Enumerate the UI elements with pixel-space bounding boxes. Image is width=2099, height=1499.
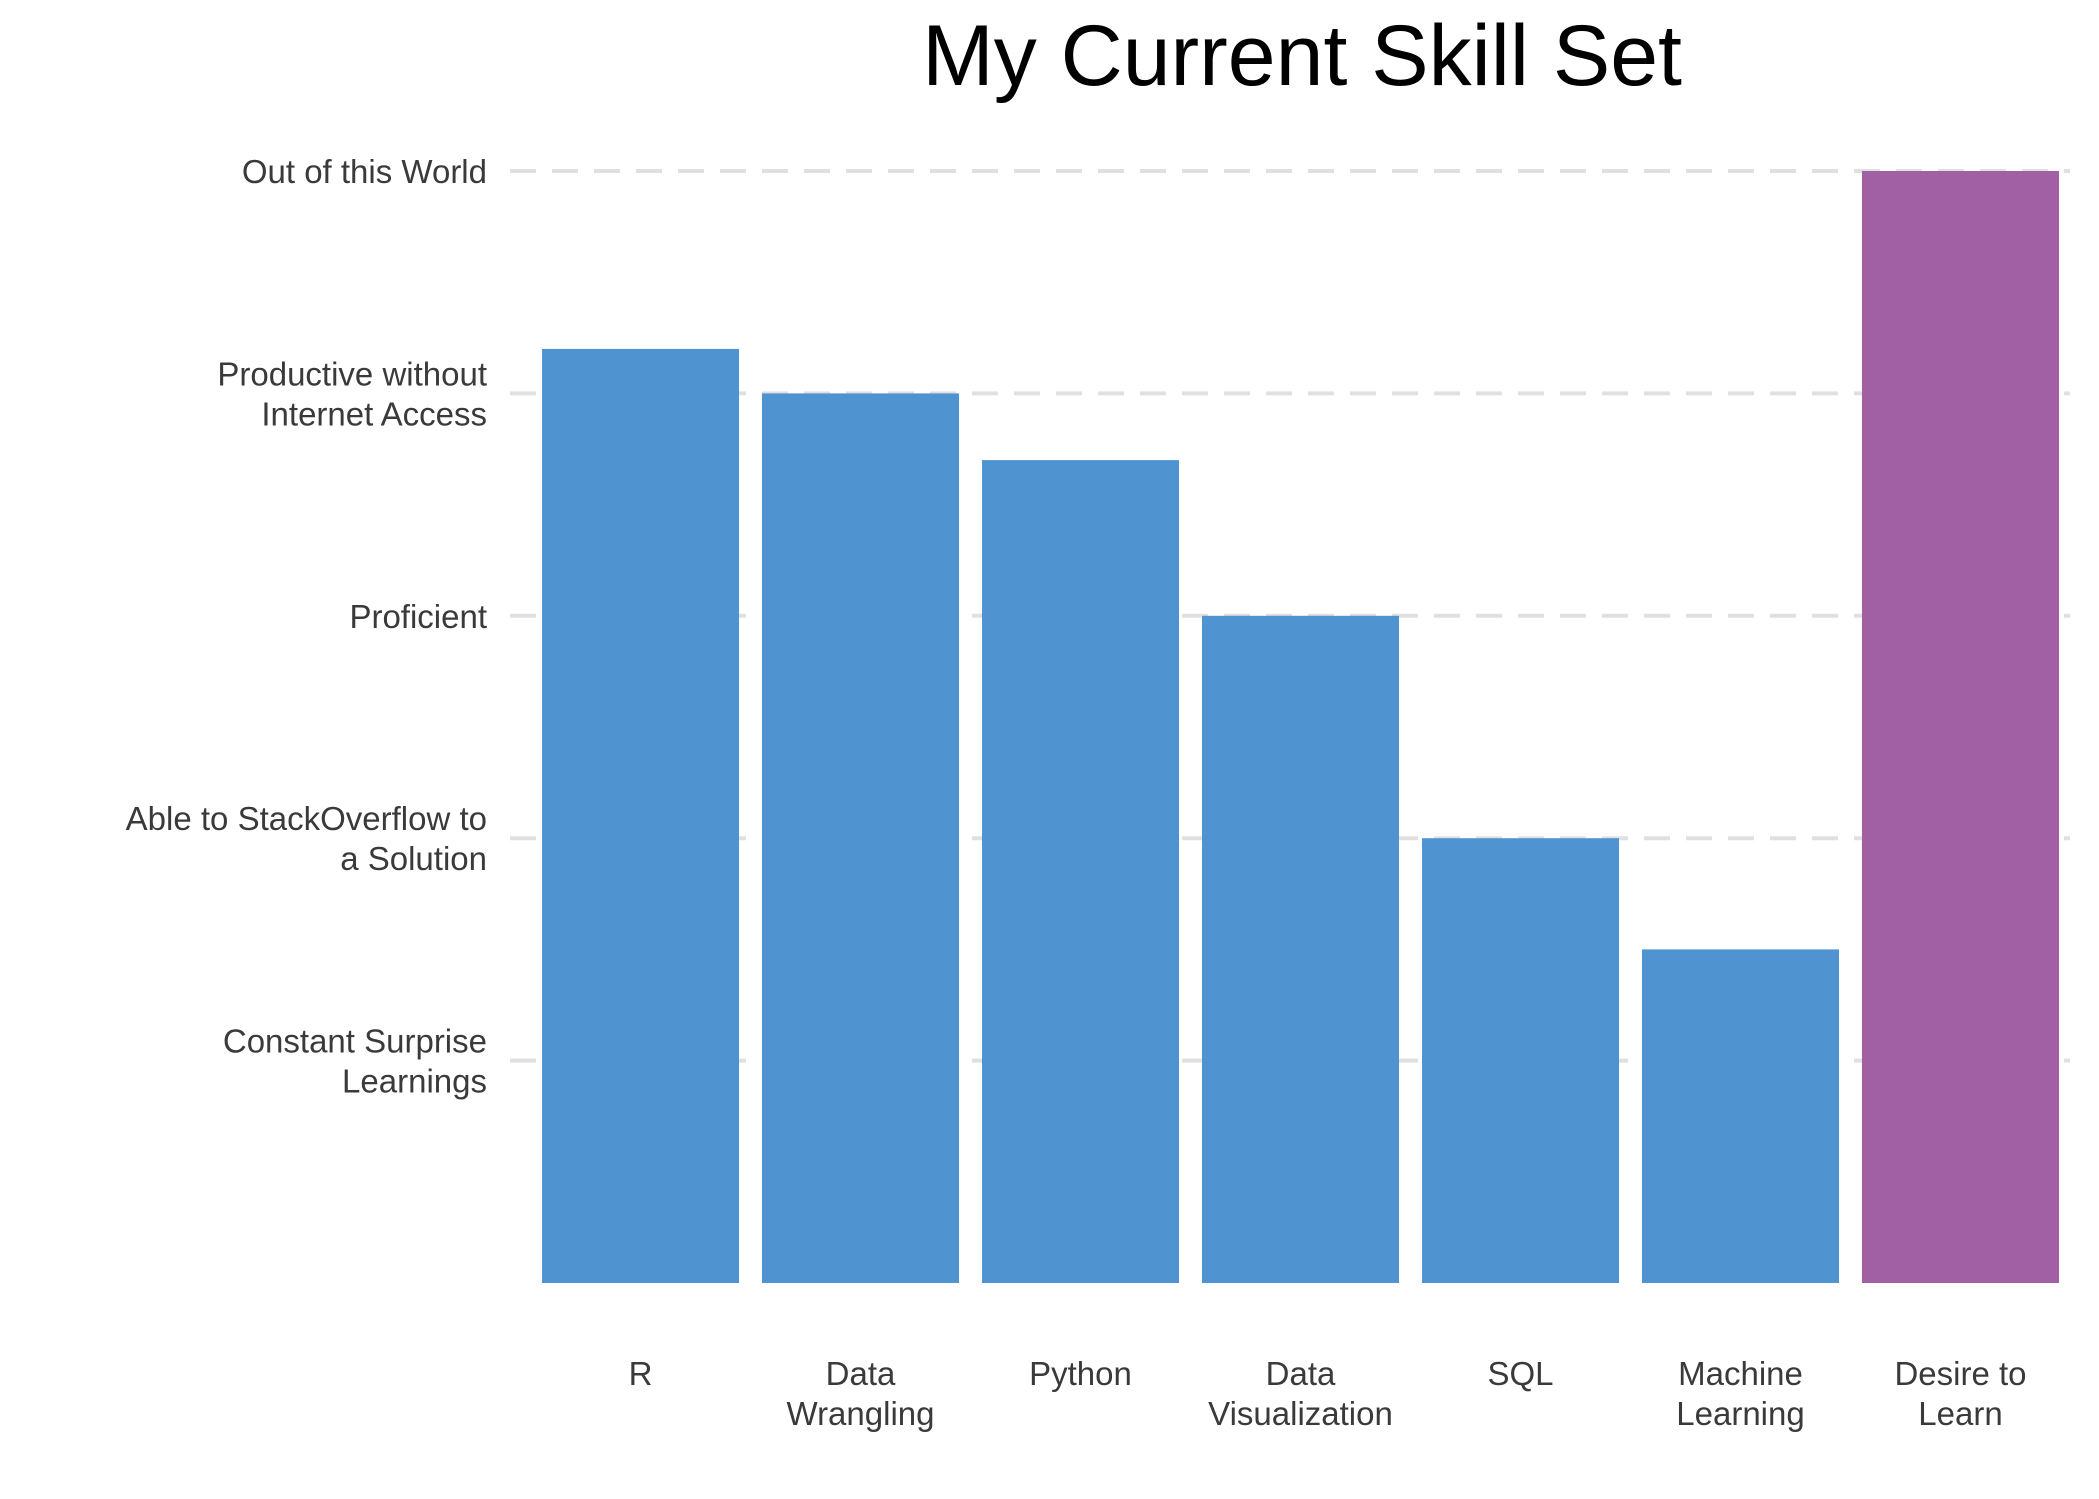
bar-r (542, 348, 739, 1283)
x-tick-label: Data Wrangling (787, 1355, 935, 1432)
bar-desire-to-learn (1862, 171, 2059, 1283)
x-tick-label: Desire to Learn (1894, 1355, 2026, 1432)
x-tick-label: SQL (1487, 1355, 1553, 1392)
bar-machine-learning (1642, 949, 1839, 1283)
bar-python (982, 460, 1179, 1283)
y-tick-label: Able to StackOverflow to a Solution (126, 800, 487, 877)
y-tick-label: Productive without Internet Access (217, 355, 487, 432)
y-tick-label: Proficient (349, 598, 487, 635)
bar-sql (1422, 838, 1619, 1283)
bar-data-visualization (1202, 615, 1399, 1283)
x-tick-label: Data Visualization (1208, 1355, 1393, 1432)
x-tick-label: Machine Learning (1676, 1355, 1804, 1432)
bar-data-wrangling (762, 393, 959, 1283)
bars (542, 171, 2059, 1283)
y-tick-label: Constant Surprise Learnings (223, 1023, 487, 1100)
x-tick-label: Python (1029, 1355, 1132, 1392)
y-axis-tick-labels: Constant Surprise Learnings Able to StackO… (126, 153, 487, 1100)
y-tick-label: Out of this World (242, 153, 487, 190)
x-tick-label: R (629, 1355, 653, 1392)
chart-title: My Current Skill Set (922, 8, 1682, 104)
x-axis-tick-labels: R Data Wrangling Python Data Visualization SQL… (629, 1355, 2027, 1432)
